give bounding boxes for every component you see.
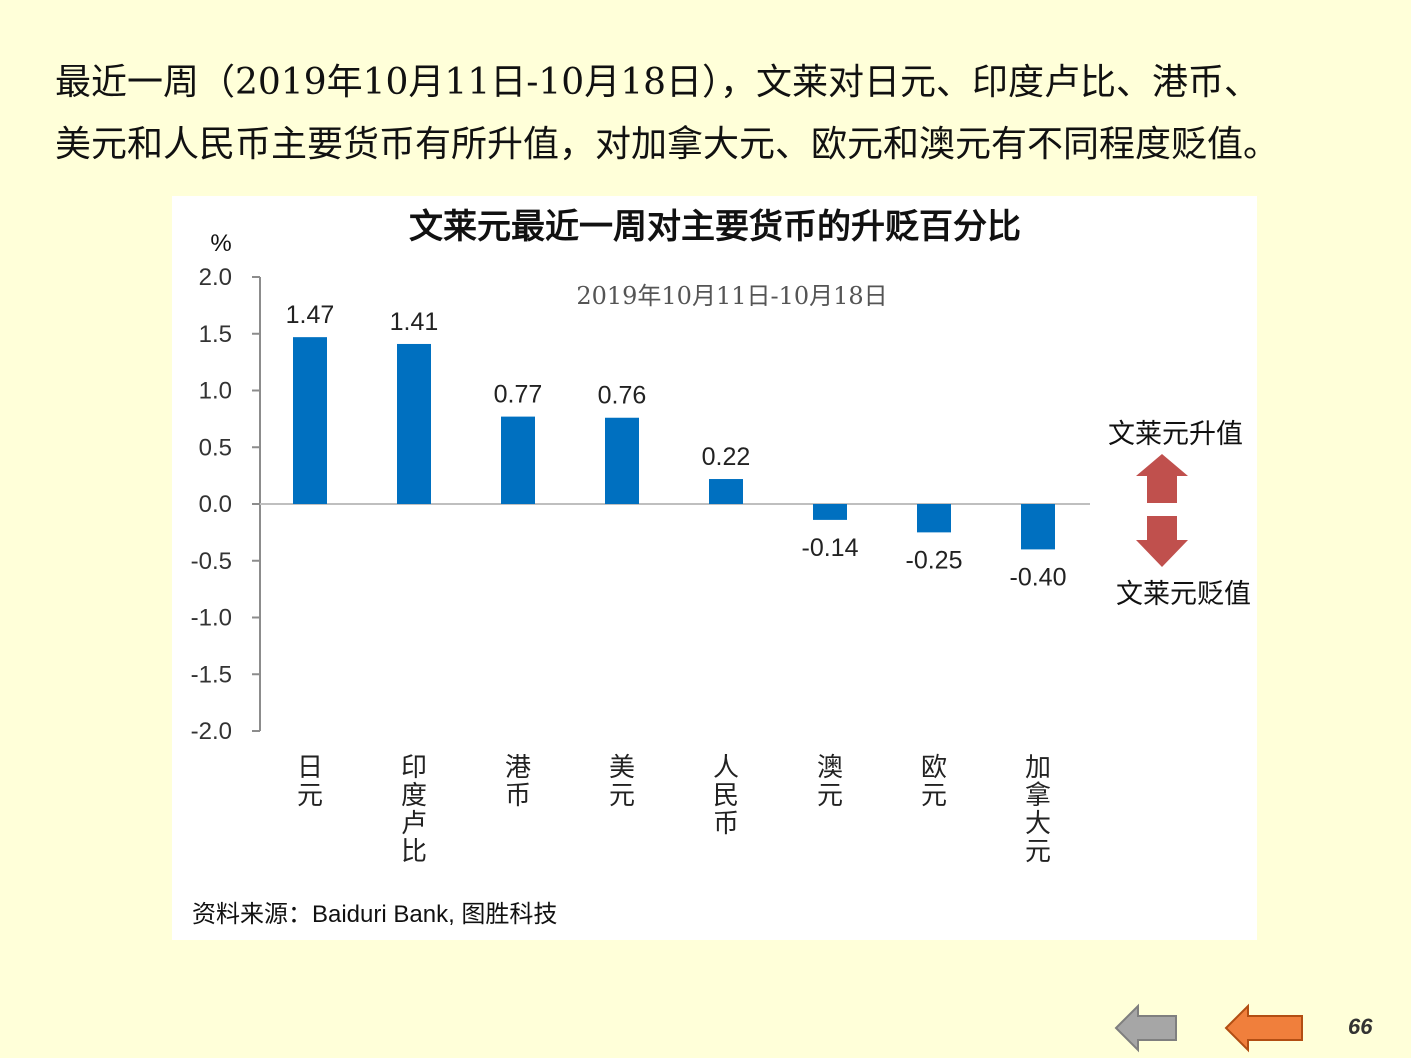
bar-value-label: 0.76 [598, 382, 647, 410]
y-tick-label: -1.0 [191, 605, 232, 632]
bar-value-label: 0.77 [494, 381, 543, 409]
chart-panel: 文莱元最近一周对主要货币的升贬百分比 % 2019年10月11日-10月18日 … [172, 196, 1257, 940]
y-tick-label: 1.5 [199, 321, 232, 348]
intro-line-2: 美元和人民币主要货币有所升值，对加拿大元、欧元和澳元有不同程度贬值。 [55, 124, 1280, 165]
bar [501, 416, 535, 504]
source-note: 资料来源：Baiduri Bank, 图胜科技 [192, 901, 558, 928]
y-tick-label: -2.0 [191, 718, 232, 745]
category-label: 澳元 [817, 753, 843, 811]
y-tick-label: -1.5 [191, 661, 232, 688]
bar-value-label: -0.14 [802, 534, 859, 562]
category-label: 加拿大元 [1025, 753, 1051, 867]
bar [293, 337, 327, 504]
legend-up-label: 文莱元升值 [1108, 419, 1243, 450]
y-tick-label: -0.5 [191, 548, 232, 575]
bar [917, 504, 951, 533]
page-number: 66 [1348, 1014, 1373, 1039]
bar-value-label: 1.47 [286, 301, 335, 329]
y-tick-label: 1.0 [199, 378, 232, 405]
chart-title: 文莱元最近一周对主要货币的升贬百分比 [409, 207, 1021, 247]
category-labels: 日元 印度卢比 港币 美元 人民币 澳元 欧元 加拿大元 [297, 753, 1051, 867]
y-tick-label: 0.0 [199, 491, 232, 518]
legend-down-label: 文莱元贬值 [1116, 579, 1251, 610]
bar-value-label: 0.22 [702, 443, 751, 471]
bars [293, 337, 1055, 550]
y-axis-unit: % [210, 230, 231, 257]
arrow-up-icon [1136, 454, 1188, 503]
bar [1021, 504, 1055, 550]
category-label: 港币 [505, 753, 531, 811]
bar-value-label: -0.25 [906, 546, 963, 574]
back-button[interactable] [1112, 1002, 1182, 1054]
y-tick-label: 0.5 [199, 434, 232, 461]
arrow-down-icon [1136, 516, 1188, 567]
category-label: 欧元 [921, 753, 947, 811]
bar [605, 417, 639, 504]
category-label: 美元 [609, 753, 635, 811]
category-label: 人民币 [713, 753, 739, 839]
bar [813, 504, 847, 520]
bar-value-label: -0.40 [1010, 563, 1067, 591]
bar-value-label: 1.41 [390, 308, 439, 336]
y-tick-label: 2.0 [199, 264, 232, 291]
intro-text: 最近一周（2019年10月11日-10月18日），文莱对日元、印度卢比、港币、 … [55, 52, 1405, 176]
bar-chart: 文莱元最近一周对主要货币的升贬百分比 % 2019年10月11日-10月18日 … [191, 207, 1188, 867]
orange-arrow-icon [1224, 1003, 1303, 1053]
y-axis: 2.0 1.5 1.0 0.5 0.0 -0.5 -1.0 -1.5 -2.0 [191, 264, 1090, 745]
legend-arrows [1136, 454, 1188, 567]
category-label: 日元 [297, 753, 323, 811]
category-label: 印度卢比 [401, 753, 427, 867]
bar [397, 343, 431, 504]
left-arrow-icon [1114, 1003, 1177, 1053]
intro-line-1: 最近一周（2019年10月11日-10月18日），文莱对日元、印度卢比、港币、 [55, 62, 1261, 103]
bar [709, 479, 743, 504]
chart-subtitle: 2019年10月11日-10月18日 [576, 282, 887, 310]
value-labels: 1.47 1.41 0.77 0.76 0.22 -0.14 -0.25 -0.40 [286, 301, 1067, 591]
forward-button[interactable] [1222, 1002, 1308, 1054]
